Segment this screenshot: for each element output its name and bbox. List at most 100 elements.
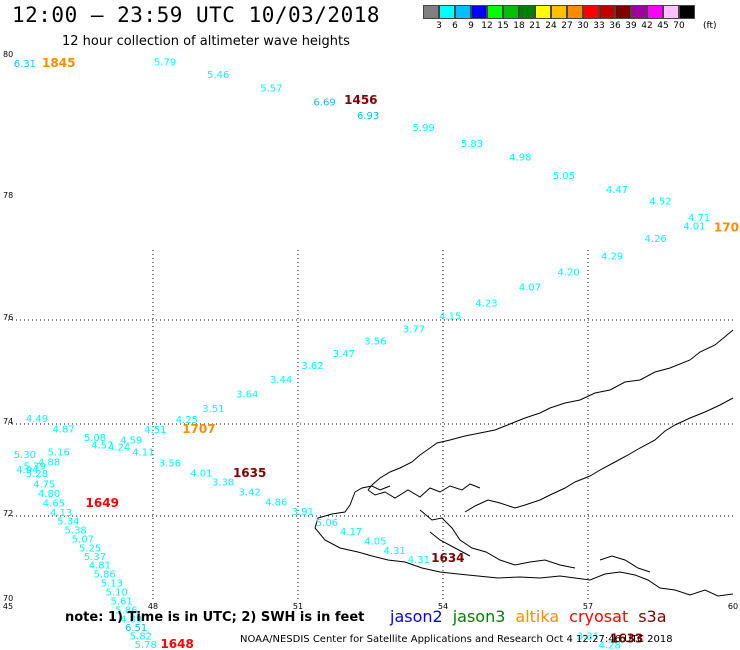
pass-time-label: 1635 xyxy=(233,466,266,480)
coastline-segment xyxy=(419,509,576,569)
color-scale-swatch xyxy=(551,5,567,19)
wave-height-value: 5.46 xyxy=(207,70,229,81)
latitude-tick-label: 70 xyxy=(3,594,13,603)
wave-height-value: 6.31 xyxy=(14,59,36,70)
coastline-segment xyxy=(367,329,734,491)
wave-height-value: 4.47 xyxy=(606,185,628,196)
longitude-tick-label: 51 xyxy=(293,602,303,611)
color-scale-swatch xyxy=(615,5,631,19)
color-scale-tick-label: 33 xyxy=(593,21,605,31)
pass-time-labels: 1845 1456 1707 1707 1635 1649 1634 1648 1633 xyxy=(42,56,740,650)
wave-height-value: 5.78 xyxy=(135,640,157,650)
longitude-tick-label: 45 xyxy=(3,602,13,611)
color-scale-tick-label: 9 xyxy=(468,21,474,31)
longitude-tick-label: 60 xyxy=(728,602,738,611)
wave-height-value: 4.86 xyxy=(265,497,287,508)
wave-height-value: 4.31 xyxy=(408,555,430,566)
wave-height-value: 4.01 xyxy=(683,222,705,233)
color-scale-bar xyxy=(423,5,695,19)
wave-height-value: 4.51 xyxy=(144,425,166,436)
wave-height-value: 4.52 xyxy=(649,197,671,208)
color-scale-swatch xyxy=(583,5,599,19)
color-scale-swatch xyxy=(599,5,615,19)
map-subtitle: 12 hour collection of altimeter wave hei… xyxy=(62,34,350,49)
pass-time-label: 1649 xyxy=(86,496,119,510)
longitude-tick-label: 54 xyxy=(438,602,448,611)
latitude-tick-label: 74 xyxy=(3,417,13,426)
wave-height-value: 4.49 xyxy=(26,414,48,425)
wave-height-value: 4.31 xyxy=(384,546,406,557)
wave-height-value: 4.75 xyxy=(33,479,55,490)
wave-height-observations: 6.31 5.79 5.46 5.57 6.69 6.93 5.99 5.83 4.98 5.05… xyxy=(14,57,711,650)
color-scale-tick-label: 21 xyxy=(529,21,541,31)
color-scale-swatch xyxy=(679,5,695,19)
wave-height-value: 4.59 xyxy=(120,435,142,446)
wave-height-value: 5.30 xyxy=(14,450,36,461)
coastline-segment xyxy=(464,397,734,513)
color-scale-unit: (ft) xyxy=(703,21,717,31)
wave-height-value: 4.29 xyxy=(601,252,623,263)
wave-height-value: 5.07 xyxy=(72,534,94,545)
legend-item-s3a: s3a xyxy=(638,607,667,626)
pass-time-label: 1707 xyxy=(182,422,215,436)
wave-height-value: 4.13 xyxy=(50,508,72,519)
wave-height-value: 4.20 xyxy=(558,267,580,278)
wave-height-value: 5.57 xyxy=(260,84,282,95)
wave-height-value: 4.05 xyxy=(364,536,386,547)
wave-height-value: 4.01 xyxy=(190,468,212,479)
color-scale-swatch xyxy=(503,5,519,19)
wave-height-value: 3.42 xyxy=(239,487,261,498)
wave-height-value: 3.47 xyxy=(333,349,355,360)
wave-height-value: 6.51 xyxy=(125,623,147,634)
pass-time-label: 1634 xyxy=(431,551,464,565)
wave-height-value: 3.31 xyxy=(577,632,599,643)
pass-time-label: 1707 xyxy=(714,221,740,235)
wave-height-value: 4.81 xyxy=(89,561,111,572)
color-scale-swatch xyxy=(647,5,663,19)
wave-height-value: 5.13 xyxy=(101,579,123,590)
wave-height-value: 5.28 xyxy=(26,469,48,480)
wave-height-value: 4.80 xyxy=(38,489,60,500)
wave-height-value: 3.56 xyxy=(159,458,181,469)
wave-height-value: 3.51 xyxy=(202,404,224,415)
longitude-tick-label: 57 xyxy=(583,602,593,611)
color-scale-tick-label: 30 xyxy=(577,21,589,31)
wave-height-value: 3.77 xyxy=(403,324,425,335)
credit-line: NOAA/NESDIS Center for Satellite Applica… xyxy=(240,634,673,645)
legend-item-jason2: jason2 xyxy=(390,607,443,626)
wave-height-value: 4.07 xyxy=(519,283,541,294)
color-scale-swatch xyxy=(487,5,503,19)
wave-height-value: 5.05 xyxy=(553,171,575,182)
wave-height-value: 5.37 xyxy=(84,552,106,563)
color-scale-tick-label: 45 xyxy=(657,21,669,31)
wave-height-value: 4.23 xyxy=(475,299,497,310)
wave-height-value: 5.79 xyxy=(154,57,176,68)
color-scale-tick-label: 42 xyxy=(641,21,653,31)
wave-height-value: 5.06 xyxy=(316,518,338,529)
color-scale-swatch xyxy=(519,5,535,19)
color-scale-swatch xyxy=(423,5,439,19)
wave-height-value: 5.86 xyxy=(115,605,137,616)
pass-time-label: 1456 xyxy=(344,93,377,107)
color-scale-tick-label: 27 xyxy=(561,21,573,31)
coastline xyxy=(314,329,734,597)
legend-item-cryosat: cryosat xyxy=(569,607,629,626)
wave-height-value: 4.24 xyxy=(108,443,130,454)
wave-height-value: 4.26 xyxy=(645,234,667,245)
satellite-legend: jason2 jason3 altika cryosat s3a xyxy=(390,607,677,626)
color-scale-swatch xyxy=(567,5,583,19)
color-scale-swatch xyxy=(471,5,487,19)
wave-height-value: 5.86 xyxy=(94,570,116,581)
wave-height-value: 5.08 xyxy=(84,433,106,444)
coastline-segment xyxy=(599,555,651,573)
coastline-segment xyxy=(367,483,481,499)
color-scale-tick-label: 24 xyxy=(545,21,557,31)
wave-height-value: 5.99 xyxy=(413,123,435,134)
color-scale-swatch xyxy=(439,5,455,19)
pass-time-label: 1648 xyxy=(160,637,193,650)
wave-height-value: 4.94 xyxy=(16,465,38,476)
wave-height-value: 5.38 xyxy=(65,525,87,536)
wave-height-value: 4.17 xyxy=(340,527,362,538)
coastline-segment xyxy=(354,485,391,493)
